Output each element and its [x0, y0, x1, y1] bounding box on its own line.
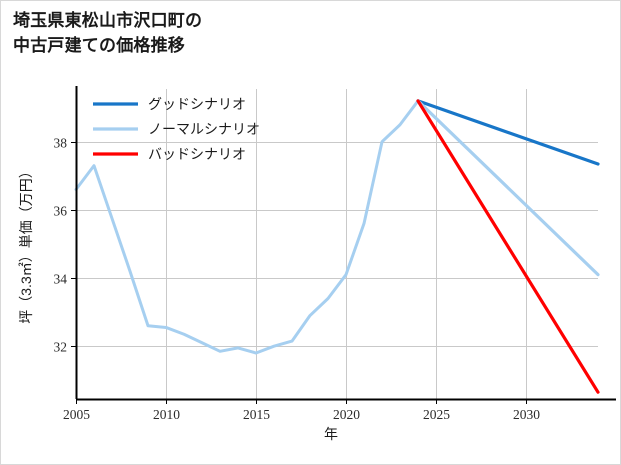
y-tick-label-32: 32 — [54, 340, 68, 355]
y-tick-label-34: 34 — [54, 272, 68, 287]
page-title: 埼玉県東松山市沢口町の 中古戸建ての価格推移 — [13, 11, 203, 55]
x-tick-label-2005: 2005 — [63, 407, 90, 422]
series-line-0 — [74, 99, 420, 355]
x-axis-title: 年 — [324, 426, 338, 442]
y-tick-label-36: 36 — [54, 204, 68, 219]
series-line-1 — [416, 99, 600, 166]
x-tick-label-2020: 2020 — [333, 407, 360, 422]
series-line-2 — [416, 99, 600, 277]
x-tick-label-2015: 2015 — [243, 407, 270, 422]
axis-layer — [71, 86, 616, 404]
gridlines — [76, 89, 598, 399]
series-line-3 — [416, 99, 600, 394]
tick-labels: 32 34 36 38 2005 2010 2015 2020 2025 2030 — [54, 136, 541, 423]
x-tick-label-2025: 2025 — [423, 407, 450, 422]
legend-label-1: ノーマルシナリオ — [148, 123, 260, 138]
series-layer — [74, 99, 600, 394]
axis-titles: 年 坪（3.3㎡）単価（万円） — [18, 164, 338, 442]
x-tick-label-2010: 2010 — [153, 407, 180, 422]
y-axis-title: 坪（3.3㎡）単価（万円） — [18, 164, 34, 323]
x-tick-label-2030: 2030 — [513, 407, 540, 422]
legend-label-2: バッドシナリオ — [148, 148, 246, 163]
legend-label-0: グッドシナリオ — [148, 97, 246, 113]
y-tick-label-38: 38 — [54, 136, 68, 151]
